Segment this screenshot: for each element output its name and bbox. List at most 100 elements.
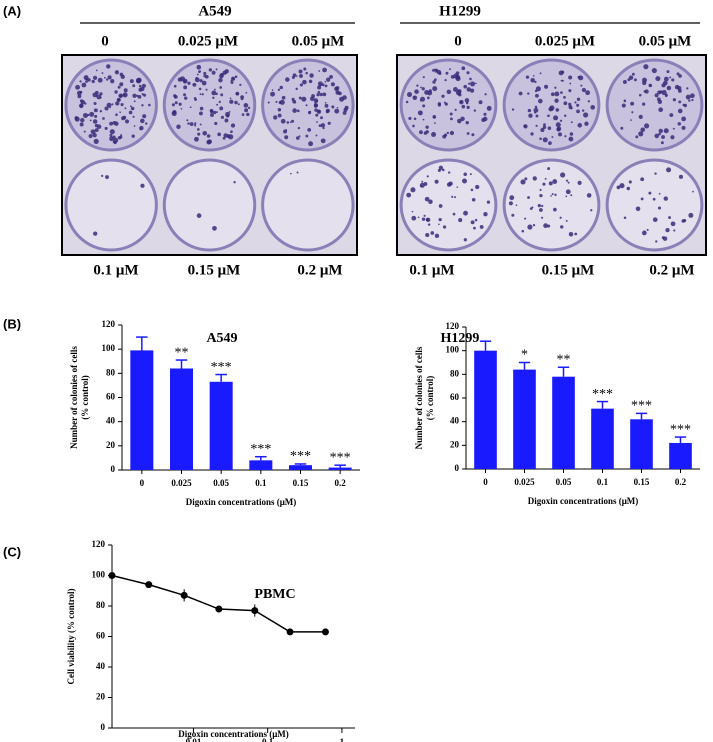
colony	[539, 137, 542, 141]
significance: **	[175, 345, 189, 360]
significance: ***	[670, 422, 691, 437]
colony	[79, 103, 84, 109]
colony	[634, 78, 637, 82]
colony	[556, 127, 561, 132]
well-label: 0.15 μM	[542, 262, 595, 278]
colony	[133, 125, 136, 127]
colony	[94, 123, 99, 128]
colony	[461, 66, 466, 71]
colony	[195, 76, 198, 80]
colony	[213, 110, 217, 115]
colony	[124, 119, 130, 124]
colony	[178, 102, 182, 106]
colony	[541, 204, 544, 208]
colony	[305, 71, 308, 75]
colony	[279, 85, 283, 90]
colony	[324, 84, 328, 88]
colony	[689, 93, 695, 99]
colony	[644, 89, 649, 94]
colony	[119, 111, 121, 114]
colony	[344, 105, 349, 110]
colony	[529, 207, 533, 210]
colony	[448, 181, 453, 186]
colony	[128, 110, 133, 115]
x-axis-label: Digoxin concentrations (μM)	[186, 497, 297, 507]
colony	[322, 67, 327, 73]
colony	[521, 229, 525, 233]
colony	[554, 193, 557, 197]
x-tick-label: 0	[140, 478, 145, 488]
significance: *	[521, 348, 528, 363]
colony	[421, 217, 426, 221]
colony	[463, 84, 468, 89]
colony	[230, 130, 233, 134]
colony	[94, 114, 98, 118]
colony	[148, 103, 151, 107]
colony	[315, 113, 319, 117]
colony	[658, 192, 661, 195]
y-tick-label: 20	[106, 440, 116, 450]
colony	[551, 193, 554, 196]
colony	[335, 86, 340, 91]
colony	[315, 134, 318, 137]
point	[286, 628, 294, 636]
colony	[285, 77, 290, 82]
colony	[640, 127, 646, 133]
colony	[106, 64, 111, 69]
colony	[215, 68, 218, 71]
colony	[423, 181, 428, 186]
colony	[441, 168, 445, 172]
colony	[137, 94, 142, 99]
colony	[286, 121, 290, 124]
colony	[527, 224, 533, 230]
colony	[683, 219, 687, 223]
colony	[196, 73, 199, 76]
colony	[239, 83, 242, 87]
colony	[324, 102, 327, 104]
colony	[235, 91, 240, 96]
colony	[267, 101, 270, 104]
colony	[138, 84, 142, 88]
colony	[654, 133, 660, 139]
colony	[284, 135, 289, 140]
colony	[109, 106, 111, 109]
colony	[583, 112, 589, 118]
colony	[80, 117, 85, 123]
colony	[630, 119, 632, 121]
colony	[458, 218, 463, 223]
colony	[211, 70, 216, 75]
colony	[92, 119, 98, 124]
colony	[220, 115, 225, 119]
colony	[322, 126, 325, 130]
colony	[204, 74, 209, 79]
colony	[565, 189, 571, 195]
colony	[412, 124, 415, 128]
point	[321, 628, 329, 636]
colony	[87, 113, 90, 117]
x-tick-label: 0.025	[171, 478, 192, 488]
colony	[638, 93, 642, 97]
colony	[330, 82, 335, 87]
colony	[119, 135, 123, 139]
colony	[122, 115, 127, 120]
colony	[449, 117, 453, 121]
colony	[194, 136, 199, 142]
colony	[535, 114, 539, 118]
colony	[666, 167, 672, 173]
x-tick-label: 0	[483, 477, 488, 487]
colony	[585, 90, 591, 96]
colony	[554, 98, 559, 103]
colony	[244, 108, 249, 113]
colony	[619, 183, 625, 189]
colony	[201, 93, 204, 96]
colony	[224, 69, 229, 74]
colony	[308, 79, 313, 84]
colony	[133, 100, 136, 103]
colony	[462, 178, 468, 184]
colony	[230, 79, 233, 82]
colony	[408, 116, 412, 121]
colony	[425, 125, 429, 129]
y-tick-label: 0	[455, 463, 460, 473]
colony	[568, 89, 572, 93]
colony	[449, 68, 451, 71]
